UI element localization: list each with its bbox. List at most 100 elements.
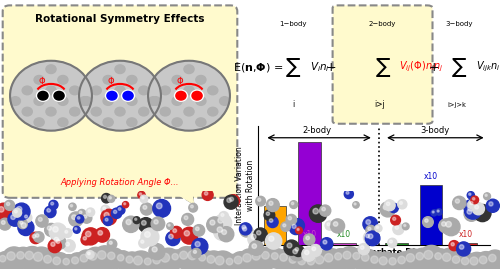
Circle shape [194,250,196,253]
Circle shape [44,224,58,236]
Circle shape [196,65,206,73]
Circle shape [227,198,232,203]
Circle shape [242,225,246,229]
Circle shape [266,199,280,211]
Circle shape [118,254,124,261]
Circle shape [23,213,32,222]
Circle shape [122,252,142,269]
Circle shape [404,224,406,226]
Circle shape [10,61,92,131]
Circle shape [105,218,108,221]
Text: Applying Rotation Angle Φ...: Applying Rotation Angle Φ... [61,178,179,187]
Circle shape [281,222,290,231]
Circle shape [184,86,194,95]
Circle shape [88,210,90,212]
Circle shape [141,240,144,243]
Circle shape [104,216,112,225]
Text: $\Phi$: $\Phi$ [38,76,46,86]
Circle shape [357,249,379,269]
Circle shape [149,244,165,260]
Circle shape [91,107,102,116]
Circle shape [398,256,406,264]
Circle shape [22,86,32,95]
Circle shape [172,118,182,126]
Circle shape [422,217,434,227]
Circle shape [36,234,39,237]
Circle shape [98,251,106,259]
Circle shape [133,217,140,224]
Circle shape [196,86,206,95]
Circle shape [80,86,90,95]
Circle shape [103,207,106,210]
Circle shape [52,90,66,101]
Circle shape [375,225,382,232]
Circle shape [22,107,32,116]
Circle shape [44,206,56,218]
Circle shape [424,250,432,259]
Circle shape [44,255,52,263]
Circle shape [172,65,182,73]
Circle shape [366,234,370,238]
Circle shape [198,254,205,261]
FancyBboxPatch shape [332,5,432,124]
Circle shape [58,86,68,95]
Circle shape [442,222,446,226]
Circle shape [416,253,424,260]
Circle shape [192,91,202,100]
Circle shape [104,195,106,198]
Circle shape [464,206,479,221]
Circle shape [462,257,469,265]
Circle shape [368,227,371,230]
Circle shape [289,256,296,263]
Circle shape [46,107,56,116]
Circle shape [104,248,124,269]
Circle shape [91,86,102,95]
Circle shape [484,193,490,200]
Circle shape [486,199,500,212]
Circle shape [22,76,32,84]
Bar [385,243,407,245]
Circle shape [267,217,278,228]
Text: +: + [428,61,439,74]
Circle shape [297,228,299,231]
Circle shape [152,247,157,252]
Circle shape [148,97,158,105]
Text: 2−body: 2−body [369,21,396,27]
Circle shape [63,229,72,238]
Circle shape [58,97,68,105]
Text: i: i [292,100,294,109]
Bar [454,243,477,245]
Circle shape [21,223,26,228]
Circle shape [220,86,230,95]
Circle shape [302,247,316,261]
Circle shape [34,86,44,95]
Circle shape [392,217,396,220]
Circle shape [0,218,11,230]
Circle shape [371,256,378,263]
Circle shape [74,228,77,230]
Circle shape [103,86,113,95]
Bar [264,206,286,245]
Circle shape [400,201,402,204]
Circle shape [243,254,251,262]
Circle shape [46,118,56,126]
Circle shape [58,65,68,73]
Circle shape [334,253,342,260]
Circle shape [227,195,239,207]
Circle shape [393,224,404,235]
Circle shape [287,243,292,248]
Circle shape [218,227,234,242]
Circle shape [170,226,182,238]
Circle shape [84,247,108,269]
Circle shape [226,258,233,265]
Circle shape [63,258,70,265]
Circle shape [108,239,117,249]
Circle shape [134,218,137,220]
Text: $V_i n_i$: $V_i n_i$ [310,60,330,74]
Circle shape [269,236,274,241]
Circle shape [140,203,152,215]
Circle shape [81,235,92,245]
Circle shape [192,248,201,258]
Circle shape [467,209,472,214]
Circle shape [269,201,273,205]
